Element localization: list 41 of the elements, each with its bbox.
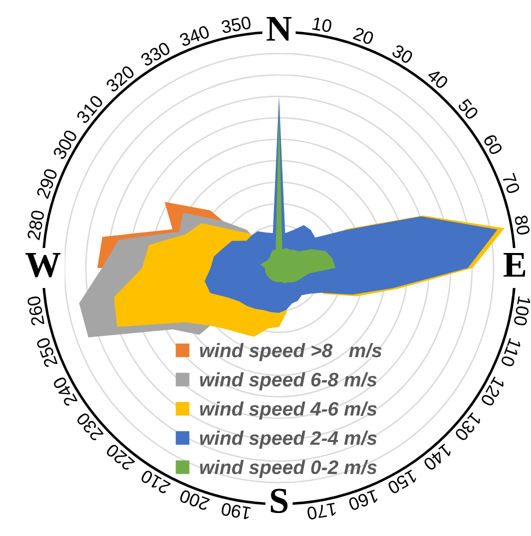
spoke-label: 110 xyxy=(500,338,522,368)
spoke-label: 290 xyxy=(36,168,58,200)
spoke-label: 300 xyxy=(52,128,78,160)
spoke-label: 40 xyxy=(426,68,450,90)
spoke-label: 20 xyxy=(352,26,374,46)
spoke-label: 210 xyxy=(140,469,171,495)
spoke-label: 200 xyxy=(178,489,210,511)
spoke-label: 70 xyxy=(502,172,520,194)
spoke-label: 230 xyxy=(76,412,104,442)
spoke-label: 190 xyxy=(220,502,251,520)
spoke-label: 60 xyxy=(482,133,504,156)
spoke-label: 170 xyxy=(306,502,336,520)
legend-label: wind speed >8 m/s xyxy=(200,343,382,362)
spoke-label: 330 xyxy=(140,41,172,67)
legend-label: wind speed 6-8 m/s xyxy=(200,372,377,390)
spoke-label: 150 xyxy=(386,470,418,495)
spoke-label: 310 xyxy=(76,94,104,124)
spoke-label: E xyxy=(504,253,526,277)
spoke-label: 30 xyxy=(391,44,414,64)
spoke-label: W xyxy=(25,253,60,278)
spoke-label: 140 xyxy=(422,444,452,472)
spoke-label: S xyxy=(270,488,288,514)
spoke-label: 220 xyxy=(105,443,136,472)
spoke-label: 350 xyxy=(220,16,252,34)
spoke-label: 320 xyxy=(105,64,136,93)
spoke-label: 240 xyxy=(52,376,78,407)
legend-label: wind speed 4-6 m/s xyxy=(200,401,377,420)
spoke-label: 160 xyxy=(348,489,379,512)
spoke-label: 50 xyxy=(457,98,480,120)
spoke-label: 280 xyxy=(27,210,45,240)
legend-label: wind speed 0-2 m/s xyxy=(200,460,377,478)
spoke-label: 340 xyxy=(178,24,210,47)
spoke-label: 130 xyxy=(454,412,482,442)
spoke-label: N xyxy=(266,17,292,41)
spoke-label: 250 xyxy=(36,336,58,368)
spoke-label: 80 xyxy=(514,214,530,236)
legend-label: wind speed 2-4 m/s xyxy=(200,430,377,449)
spoke-label: 120 xyxy=(480,376,506,408)
spoke-label: 260 xyxy=(26,296,45,326)
spoke-label: 10 xyxy=(312,16,332,33)
spoke-label: 100 xyxy=(513,296,531,326)
